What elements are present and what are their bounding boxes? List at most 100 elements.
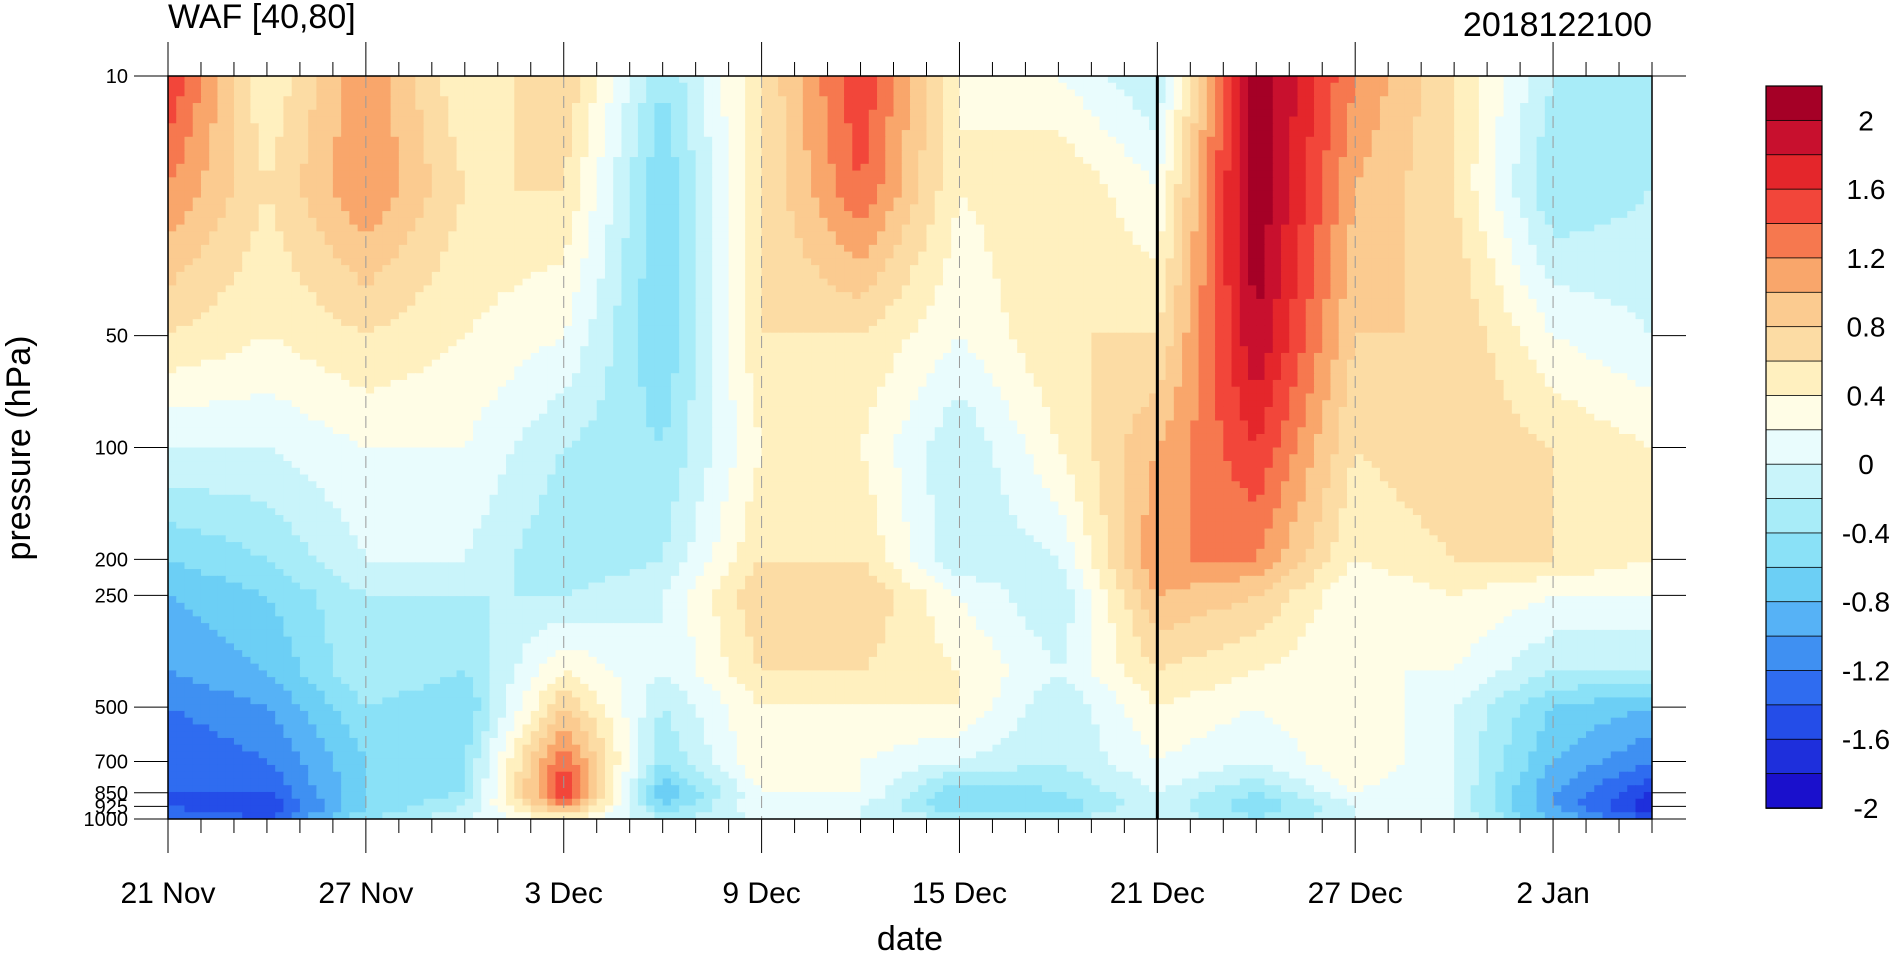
contour-cell: [1281, 177, 1290, 184]
contour-cell: [704, 90, 713, 97]
contour-cell: [819, 177, 828, 184]
contour-cell: [1545, 191, 1554, 198]
contour-cell: [605, 164, 614, 171]
contour-cell: [1034, 150, 1043, 157]
contour-cell: [885, 218, 894, 225]
contour-cell: [283, 238, 292, 245]
contour-cell: [613, 258, 622, 265]
contour-cell: [1124, 103, 1133, 110]
contour-cell: [795, 90, 804, 97]
contour-cell: [1025, 252, 1034, 259]
contour-cell: [1537, 137, 1546, 144]
contour-cell: [1339, 137, 1348, 144]
contour-cell: [1603, 150, 1612, 157]
contour-cell: [885, 150, 894, 157]
contour-cell: [374, 150, 383, 157]
contour-cell: [481, 258, 490, 265]
contour-cell: [1091, 76, 1100, 83]
contour-cell: [1034, 110, 1043, 117]
contour-cell: [1339, 150, 1348, 157]
contour-cell: [168, 204, 177, 211]
contour-cell: [984, 204, 993, 211]
contour-cell: [1133, 231, 1142, 238]
contour-cell: [358, 245, 367, 252]
contour-cell: [300, 103, 309, 110]
contour-cell: [1240, 83, 1249, 90]
contour-cell: [382, 117, 391, 124]
contour-cell: [1462, 225, 1471, 232]
contour-cell: [968, 252, 977, 259]
contour-cell: [951, 245, 960, 252]
contour-cell: [242, 177, 251, 184]
contour-cell: [712, 245, 721, 252]
contour-cell: [778, 157, 787, 164]
contour-cell: [572, 123, 581, 130]
contour-cell: [465, 225, 474, 232]
contour-cell: [267, 164, 276, 171]
contour-cell: [1100, 204, 1109, 211]
contour-cell: [795, 184, 804, 191]
contour-cell: [531, 252, 540, 259]
contour-cell: [382, 96, 391, 103]
contour-cell: [1421, 164, 1430, 171]
contour-cell: [1495, 218, 1504, 225]
contour-cell: [1347, 245, 1356, 252]
contour-cell: [374, 144, 383, 151]
contour-cell: [341, 110, 350, 117]
contour-cell: [729, 184, 738, 191]
contour-cell: [1067, 130, 1076, 137]
contour-cell: [1256, 157, 1265, 164]
contour-cell: [1372, 191, 1381, 198]
contour-cell: [168, 238, 177, 245]
contour-cell: [1190, 184, 1199, 191]
contour-cell: [621, 157, 630, 164]
contour-cell: [1240, 103, 1249, 110]
contour-cell: [770, 225, 779, 232]
contour-cell: [1322, 110, 1331, 117]
contour-cell: [1537, 103, 1546, 110]
contour-cell: [1545, 198, 1554, 205]
contour-cell: [1174, 225, 1183, 232]
contour-cell: [1495, 110, 1504, 117]
contour-cell: [1232, 157, 1241, 164]
contour-cell: [1174, 76, 1183, 83]
contour-cell: [1578, 83, 1587, 90]
contour-cell: [572, 258, 581, 265]
contour-cell: [440, 137, 449, 144]
contour-cell: [465, 184, 474, 191]
contour-cell: [902, 76, 911, 83]
contour-cell: [605, 130, 614, 137]
contour-cell: [349, 218, 358, 225]
contour-cell: [201, 83, 210, 90]
contour-cell: [234, 218, 243, 225]
contour-cell: [283, 110, 292, 117]
contour-cell: [910, 137, 919, 144]
contour-cell: [1405, 177, 1414, 184]
contour-cell: [1273, 225, 1282, 232]
contour-cell: [1314, 177, 1323, 184]
contour-cell: [457, 117, 466, 124]
contour-cell: [811, 123, 820, 130]
contour-cell: [267, 258, 276, 265]
contour-cell: [918, 252, 927, 259]
contour-cell: [1075, 171, 1084, 178]
contour-cell: [778, 245, 787, 252]
contour-cell: [679, 117, 688, 124]
contour-cell: [753, 238, 762, 245]
contour-cell: [1116, 96, 1125, 103]
contour-cell: [1528, 130, 1537, 137]
contour-cell: [1265, 191, 1274, 198]
contour-cell: [1611, 110, 1620, 117]
contour-cell: [745, 157, 754, 164]
contour-cell: [885, 144, 894, 151]
contour-cell: [547, 231, 556, 238]
contour-cell: [473, 225, 482, 232]
contour-cell: [926, 245, 935, 252]
contour-cell: [1330, 218, 1339, 225]
contour-cell: [951, 238, 960, 245]
contour-cell: [209, 245, 218, 252]
contour-cell: [1289, 252, 1298, 259]
contour-cell: [745, 211, 754, 218]
contour-cell: [1479, 252, 1488, 259]
contour-cell: [514, 117, 523, 124]
